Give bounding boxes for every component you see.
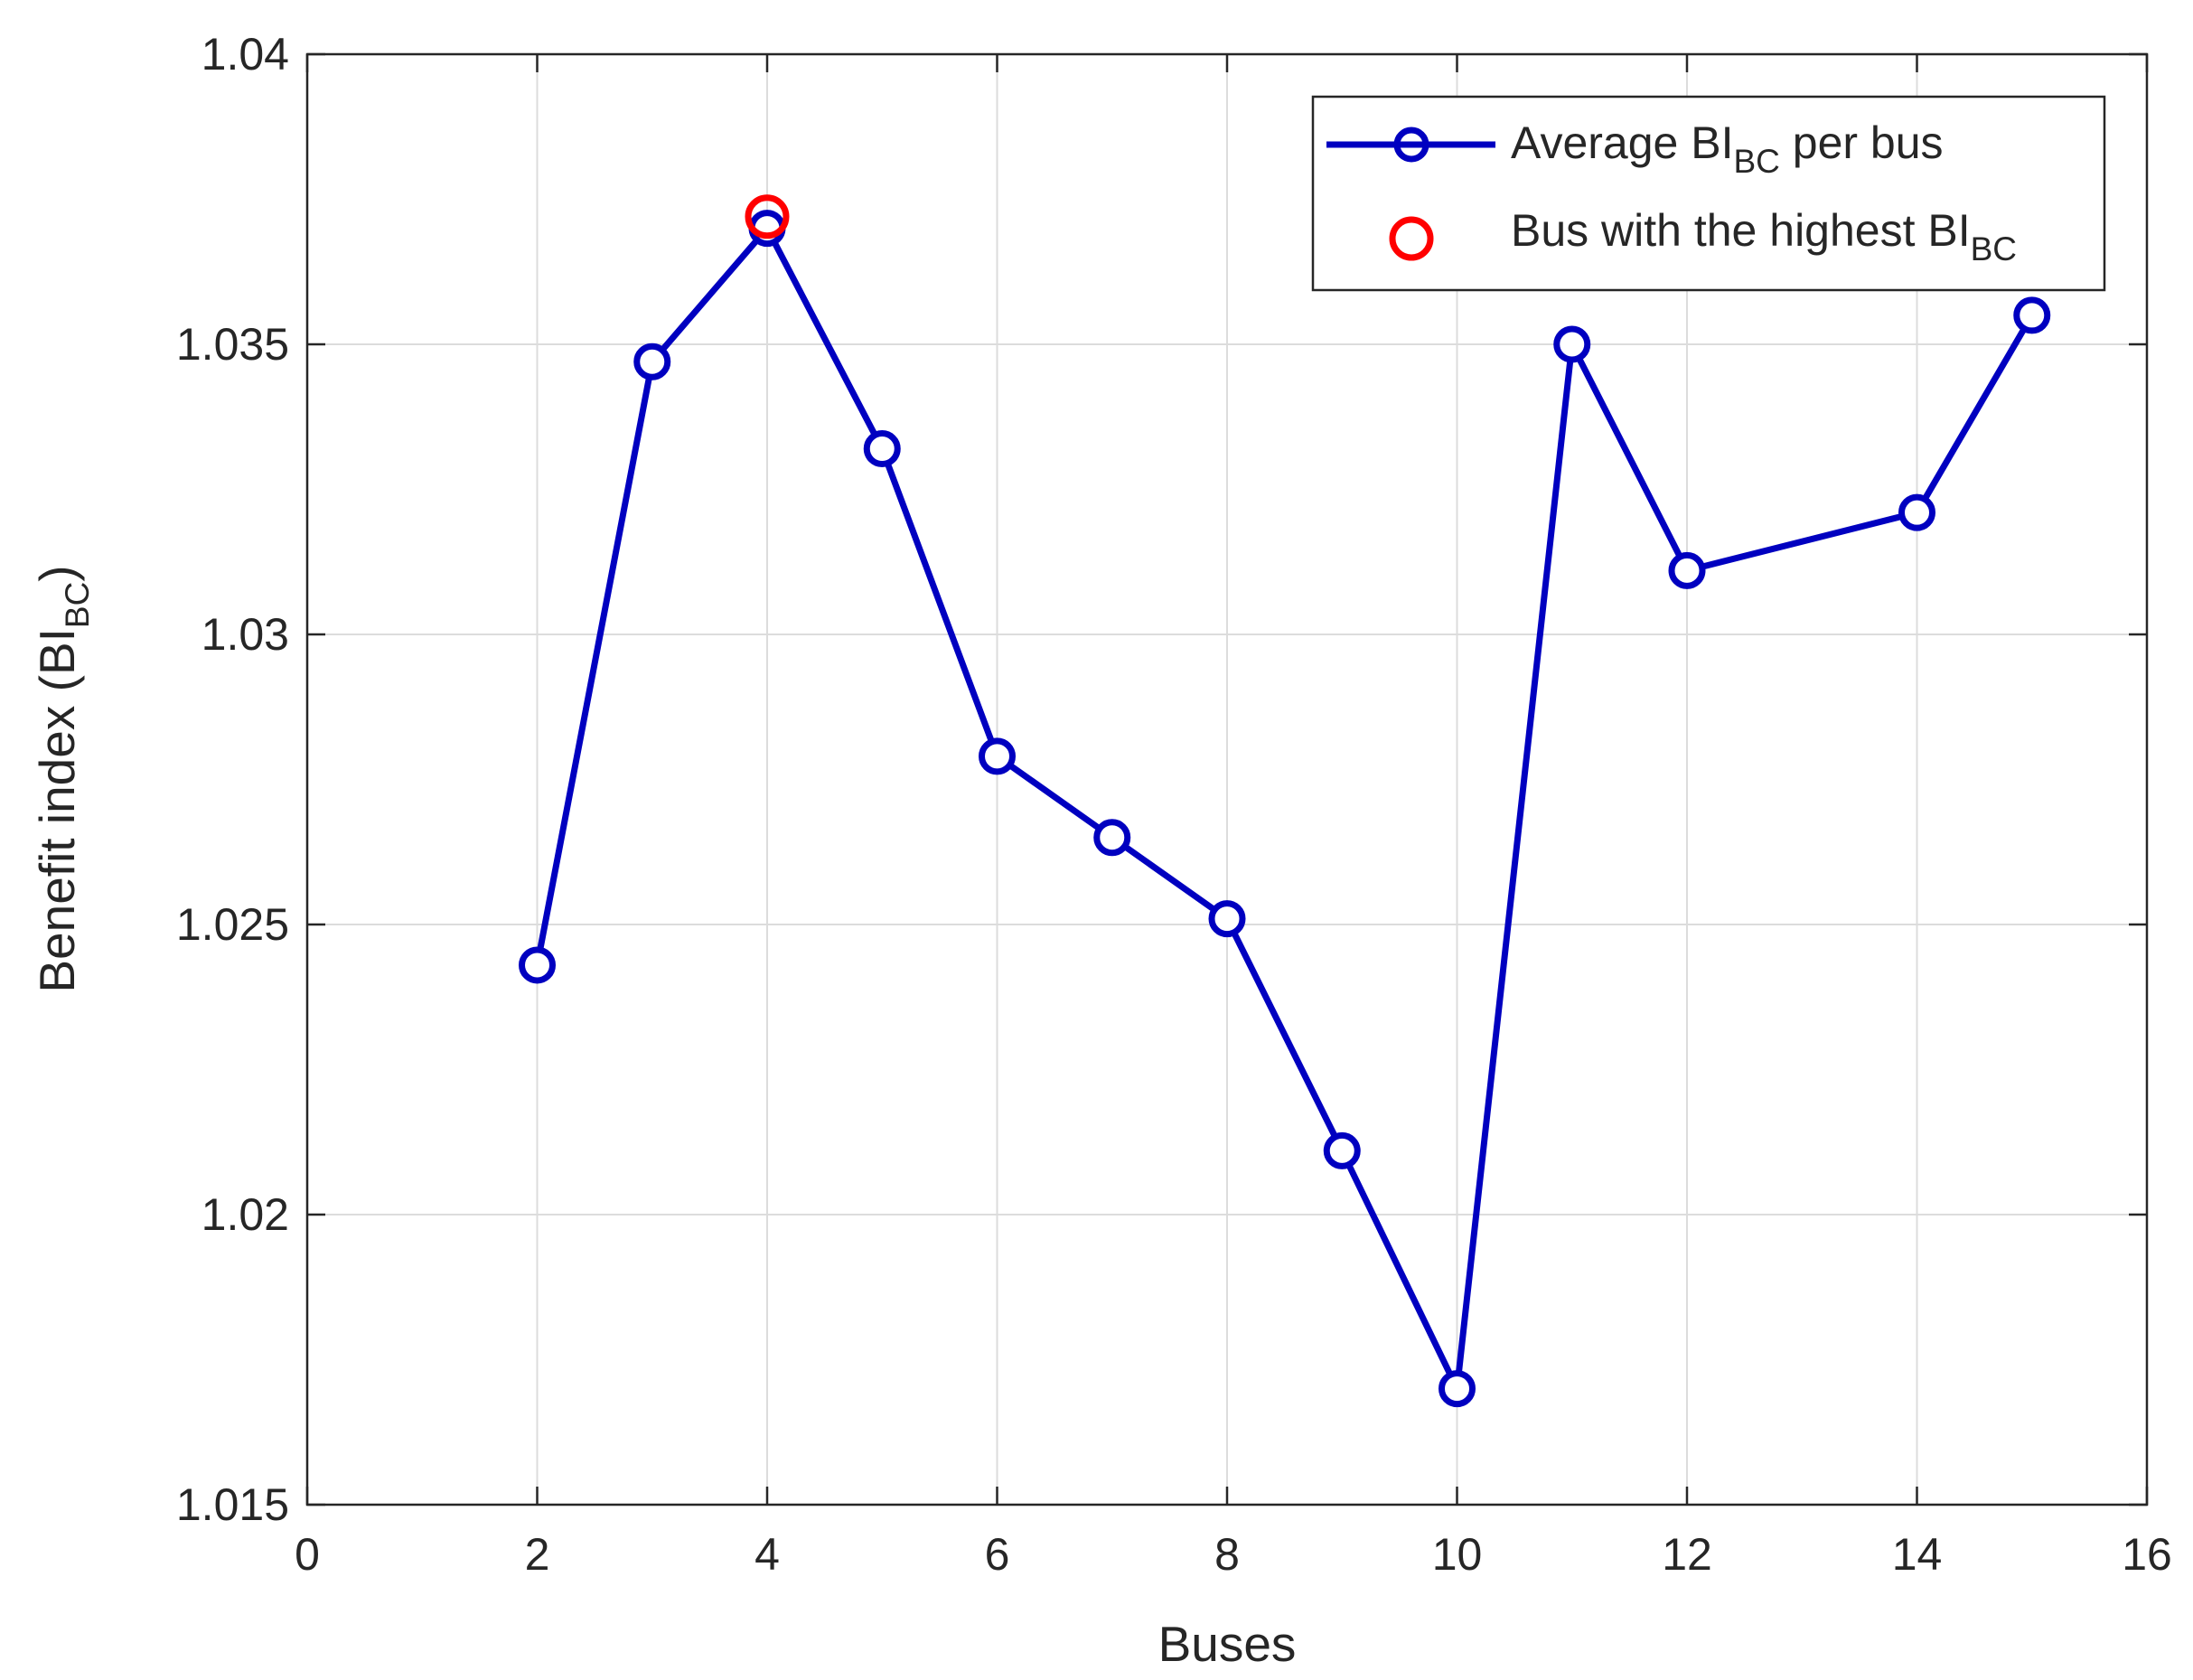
y-tick-labels: 1.015 1.02 1.025 1.03 1.035 1.04 (176, 29, 289, 1530)
y-tick-label: 1.03 (201, 609, 289, 660)
data-point-bus-14 (1898, 493, 1935, 531)
y-tick-label: 1.035 (176, 319, 289, 370)
data-point-bus-11 (1553, 325, 1591, 363)
x-tick-label: 0 (295, 1529, 320, 1580)
highest-point-bus-4 (745, 194, 790, 239)
y-tick-label: 1.025 (176, 899, 289, 950)
legend-entry-average: Average BIBC per bus (1511, 117, 1944, 180)
data-point-bus-7 (1093, 819, 1131, 857)
legend-entry-average-main: Average BI (1511, 117, 1733, 168)
x-tick-label: 2 (525, 1529, 550, 1580)
data-point-bus-9 (1323, 1131, 1361, 1169)
legend: Average BIBC per bus Bus with the highes… (1311, 95, 2106, 292)
y-axis-label-subscript: BC (59, 582, 96, 628)
y-tick-label: 1.02 (201, 1189, 289, 1240)
x-tick-label: 12 (1662, 1529, 1712, 1580)
legend-entry-highest-main: Bus with the highest BI (1511, 205, 1971, 256)
y-tick-label: 1.04 (201, 29, 289, 80)
x-tick-label: 6 (985, 1529, 1010, 1580)
legend-box (1311, 95, 2106, 292)
data-point-bus-8 (1208, 900, 1246, 938)
data-point-bus-6 (979, 737, 1016, 775)
y-axis-label-close: ) (29, 565, 85, 581)
legend-entry-highest: Bus with the highest BIBC (1511, 205, 2017, 267)
y-tick-label: 1.015 (176, 1479, 289, 1530)
grid-lines (307, 54, 2147, 1505)
legend-marker-highest (1389, 216, 1434, 261)
y-axis-label-main: Benefit index (BI (29, 628, 85, 993)
x-axis-label: Buses (1158, 1616, 1297, 1672)
legend-entry-highest-subscript: BC (1971, 230, 2017, 267)
data-point-bus-15 (2013, 296, 2051, 334)
data-point-bus-2 (519, 946, 556, 984)
axis-ticks (305, 52, 2149, 1506)
series-markers-highest (745, 194, 790, 239)
data-point-bus-5 (863, 430, 901, 468)
legend-entry-average-suffix: per bus (1780, 117, 1944, 168)
legend-marker-average (1393, 127, 1429, 163)
x-tick-label: 4 (754, 1529, 780, 1580)
x-tick-label: 14 (1892, 1529, 1943, 1580)
legend-entry-average-subscript: BC (1733, 143, 1779, 180)
x-tick-label: 10 (1432, 1529, 1483, 1580)
data-point-bus-10 (1439, 1370, 1476, 1408)
x-tick-labels: 0 2 4 6 8 10 12 14 16 (295, 1529, 2172, 1580)
y-axis-label: Benefit index (BIBC) (29, 565, 96, 992)
x-tick-label: 16 (2122, 1529, 2172, 1580)
x-tick-label: 8 (1214, 1529, 1240, 1580)
data-point-bus-12 (1668, 551, 1706, 589)
series-markers-average (519, 210, 2051, 1408)
data-point-bus-3 (633, 343, 671, 380)
